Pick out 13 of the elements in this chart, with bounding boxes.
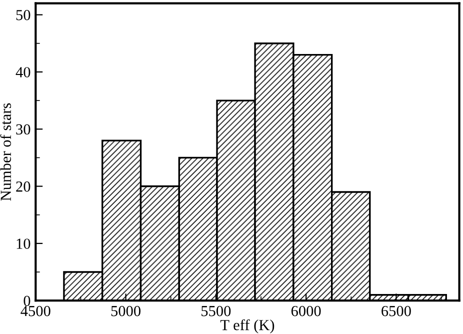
y-tick-label: 30	[16, 124, 30, 135]
y-axis-title: Number of stars	[0, 103, 12, 201]
y-tick-label: 20	[16, 181, 30, 192]
x-tick-label: 5500	[202, 306, 231, 316]
y-tick-label: 0	[24, 296, 30, 306]
x-axis-title: T eff (K)	[220, 319, 274, 334]
y-tick-label: 10	[16, 238, 30, 249]
y-tick-label: 50	[16, 10, 30, 20]
x-tick-label: 5000	[111, 306, 140, 316]
x-tick-label: 6500	[382, 306, 411, 316]
x-tick-label: 6000	[291, 306, 321, 316]
x-tick-label: 4500	[20, 306, 50, 316]
y-tick-label: 40	[16, 67, 30, 78]
